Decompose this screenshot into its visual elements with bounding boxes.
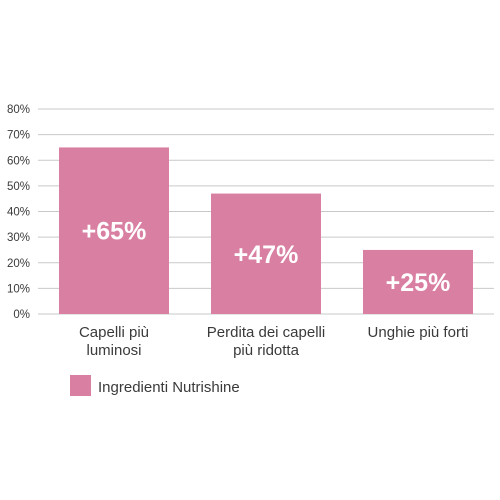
y-tick-label: 0% [13,309,30,321]
data-label: +47% [234,241,299,269]
bar [211,193,321,314]
legend-swatch [70,375,91,396]
y-tick-label: 60% [7,155,30,167]
x-category-label: luminosi [86,342,141,359]
bar [59,147,169,314]
x-category-label: Unghie più forti [368,324,469,341]
data-label: +65% [82,218,147,246]
bars [59,147,473,314]
data-labels: +65% +47% +25% [82,218,451,297]
x-category-label: Perdita dei capelli [207,324,325,341]
y-tick-label: 70% [7,130,30,142]
y-tick-label: 20% [7,258,30,270]
y-tick-label: 30% [7,232,30,244]
data-label: +25% [386,269,451,297]
x-category-label: Capelli più [79,324,149,341]
y-tick-label: 40% [7,207,30,219]
legend: Ingredienti Nutrishine [70,375,240,396]
bar [363,249,473,314]
legend-label: Ingredienti Nutrishine [98,379,240,396]
y-axis-ticks: 0% 10% 20% 30% 40% 50% 60% 70% 80% [7,104,30,321]
y-tick-label: 10% [7,283,30,295]
y-tick-label: 50% [7,181,30,193]
x-category-label: più ridotta [233,342,300,359]
y-tick-label: 80% [7,104,30,116]
